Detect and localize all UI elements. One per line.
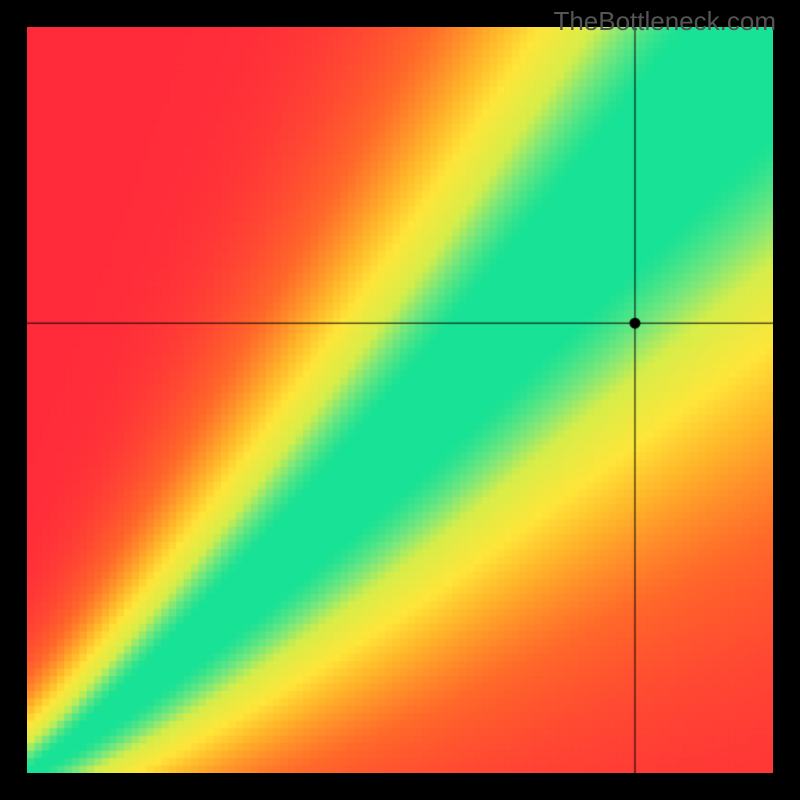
- watermark-text: TheBottleneck.com: [553, 6, 776, 37]
- bottleneck-chart-container: TheBottleneck.com: [0, 0, 800, 800]
- bottleneck-heatmap-canvas: [27, 27, 773, 773]
